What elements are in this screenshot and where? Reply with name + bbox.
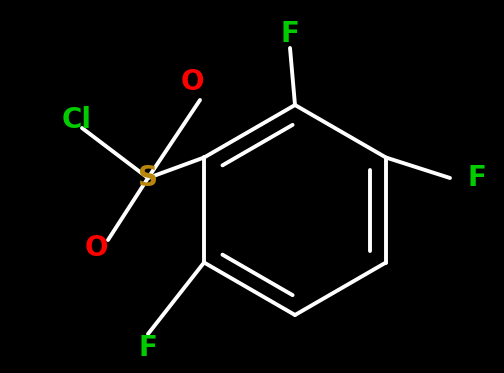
- Text: F: F: [468, 164, 487, 192]
- Text: F: F: [139, 334, 157, 362]
- Text: O: O: [84, 234, 108, 262]
- Text: Cl: Cl: [62, 106, 92, 134]
- Text: O: O: [180, 68, 204, 96]
- Text: S: S: [138, 164, 158, 192]
- Text: F: F: [281, 20, 299, 48]
